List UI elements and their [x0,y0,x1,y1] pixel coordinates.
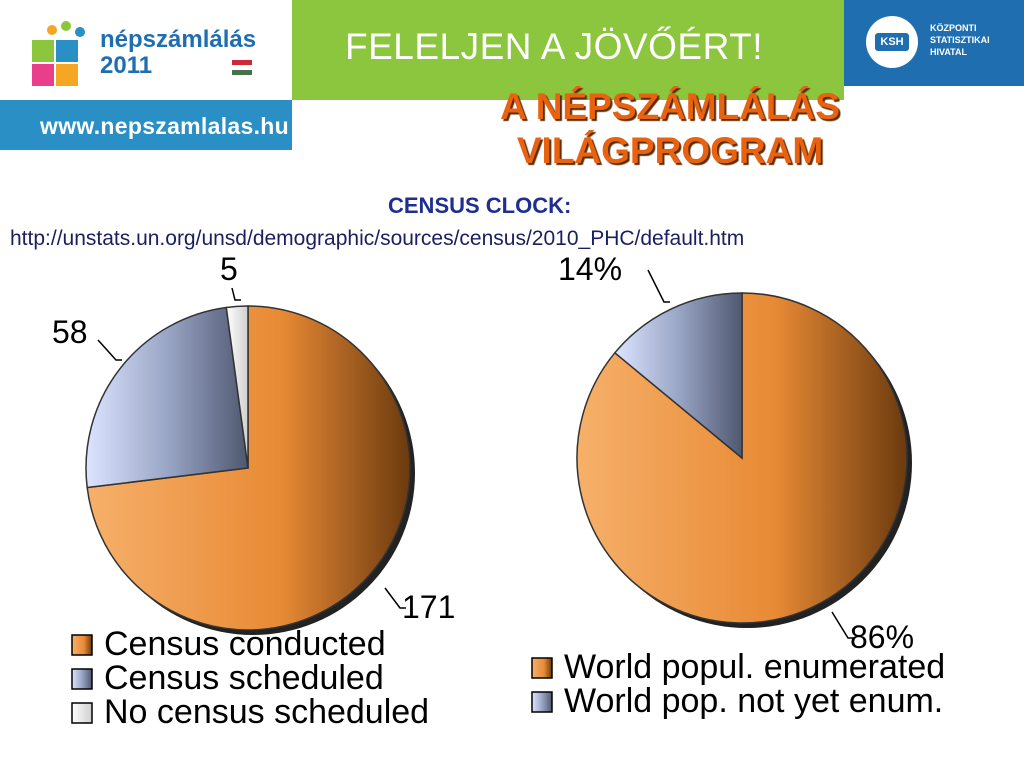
legend-label: Census scheduled [104,659,384,697]
subtitle: CENSUS CLOCK: [388,193,572,218]
legend-swatch [71,634,93,656]
ksh-abbr: KSH [875,33,909,51]
slogan-band [292,0,844,100]
pie-slice [85,306,249,489]
ksh-line-3: HIVATAL [930,47,967,57]
ksh-line-2: STATISZTIKAI [930,35,990,45]
leader-line [647,269,670,303]
slice-data-label: 14% [558,251,622,287]
legend-swatch [531,657,553,679]
legend-label: World pop. not yet enum. [564,682,943,720]
pie-slice [225,305,249,469]
url-strip [0,100,292,150]
slogan: FELELJEN A JÖVŐÉRT! [345,26,764,67]
logo-name: népszámlálás [100,26,257,53]
legend-swatch [71,668,93,690]
legend-swatch [71,702,93,724]
legend-swatch [531,691,553,713]
slice-data-label: 5 [220,251,238,287]
legend-label: World popul. enumerated [564,648,945,686]
page-title: A NÉPSZÁMLÁLÁS VILÁGPROGRAM [440,85,900,173]
title-line-1: A NÉPSZÁMLÁLÁS [500,86,840,127]
hungarian-flag-icon [232,60,252,75]
leader-line [384,587,406,609]
legend-label: Census conducted [104,625,386,663]
website-url[interactable]: www.nepszamlalas.hu [40,113,289,139]
children-figures-icon [32,21,85,86]
slice-data-label: 171 [402,589,455,625]
legend-label: No census scheduled [104,693,429,731]
leader-line [831,611,854,639]
header-banner: népszámlálás 2011 www.nepszamlalas.hu FE… [0,0,1024,150]
leader-line [97,339,122,361]
ksh-name: KÖZPONTI STATISZTIKAI HIVATAL [930,22,990,58]
logo-year: 2011 [100,52,153,79]
title-line-2: VILÁGPROGRAM [516,130,824,171]
slice-data-label: 86% [850,619,914,655]
leader-line [231,287,241,301]
ksh-line-1: KÖZPONTI [930,23,977,33]
source-link[interactable]: http://unstats.un.org/unsd/demographic/s… [10,227,745,250]
census-logo: népszámlálás 2011 [0,0,292,100]
pie-slice [613,292,743,460]
slice-data-label: 58 [52,314,88,350]
